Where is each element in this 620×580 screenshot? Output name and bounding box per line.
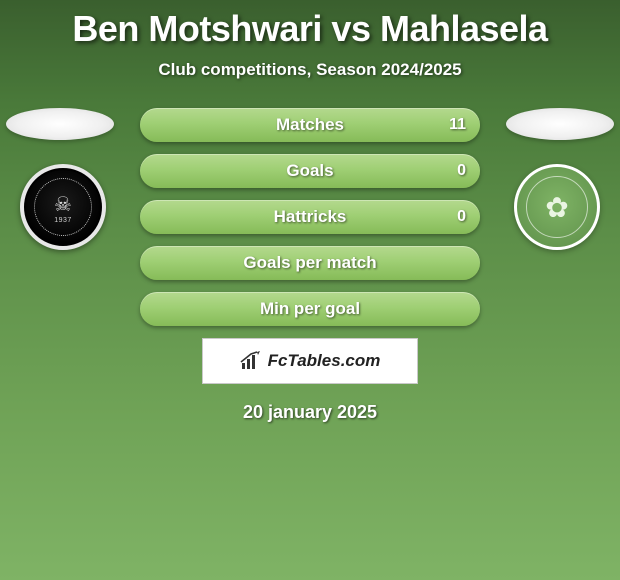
stats-list: Matches 11 Goals 0 Hattricks 0 Goals per… bbox=[140, 108, 480, 326]
stat-label: Min per goal bbox=[260, 299, 360, 319]
stat-row-matches: Matches 11 bbox=[140, 108, 480, 142]
player-left-silhouette bbox=[6, 108, 114, 140]
team-badge-left-year: 1937 bbox=[54, 217, 72, 224]
stat-label: Goals bbox=[286, 161, 333, 181]
pirates-skull-icon: ☠ bbox=[54, 192, 72, 217]
comparison-panel: ☠ 1937 ✿ Matches 11 Goals 0 Hattricks 0 … bbox=[0, 108, 620, 423]
stat-value: 0 bbox=[457, 208, 466, 226]
subtitle: Club competitions, Season 2024/2025 bbox=[0, 60, 620, 80]
stat-label: Matches bbox=[276, 115, 344, 135]
stat-label: Goals per match bbox=[243, 253, 376, 273]
team-badge-left: ☠ 1937 bbox=[20, 164, 106, 250]
stat-value: 11 bbox=[449, 116, 466, 134]
brand-text: FcTables.com bbox=[268, 351, 381, 371]
stat-row-goals-per-match: Goals per match bbox=[140, 246, 480, 280]
stat-value: 0 bbox=[457, 162, 466, 180]
stat-row-goals: Goals 0 bbox=[140, 154, 480, 188]
stat-row-hattricks: Hattricks 0 bbox=[140, 200, 480, 234]
brand-chart-icon bbox=[240, 351, 262, 371]
celtic-flower-icon: ✿ bbox=[545, 191, 568, 224]
brand-box[interactable]: FcTables.com bbox=[202, 338, 418, 384]
page-title: Ben Motshwari vs Mahlasela bbox=[0, 0, 620, 50]
player-right-silhouette bbox=[506, 108, 614, 140]
stat-row-min-per-goal: Min per goal bbox=[140, 292, 480, 326]
date-label: 20 january 2025 bbox=[0, 402, 620, 423]
stat-label: Hattricks bbox=[274, 207, 347, 227]
team-badge-right: ✿ bbox=[514, 164, 600, 250]
